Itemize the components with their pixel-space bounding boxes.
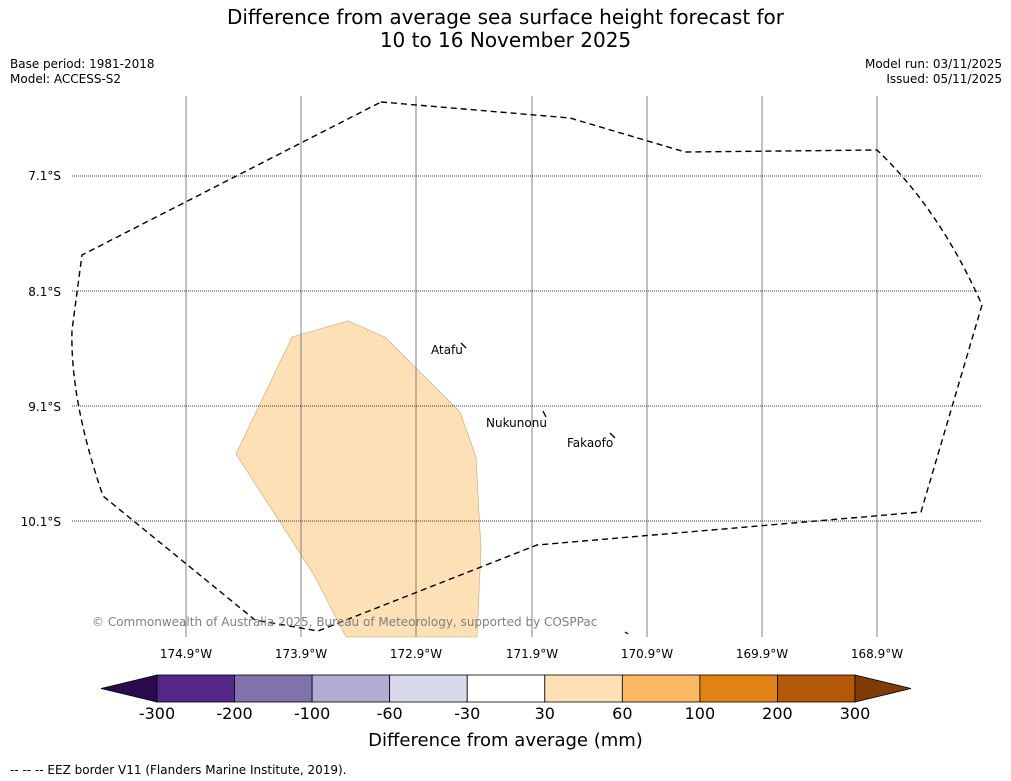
atafu-atoll-icon xyxy=(460,342,467,349)
lat-label-10-1: 10.1°S xyxy=(21,515,61,529)
small-island-icon xyxy=(624,631,629,635)
parallel-lines xyxy=(72,175,982,522)
eez-footnote: -- -- -- EEZ border V11 (Flanders Marine… xyxy=(10,763,347,777)
colorbar-tick-label: 200 xyxy=(762,704,793,723)
colorbar-tick-label: 30 xyxy=(534,704,555,723)
lon-label-170-9: 170.9°W xyxy=(621,647,673,661)
place-label-atafu: Atafu xyxy=(431,343,463,357)
colorbar-ticks: -300 -200 -100 -60 -30 30 60 100 200 300 xyxy=(0,704,1011,726)
colorbar-tick-label: -100 xyxy=(293,704,331,723)
colorbar-label: Difference from average (mm) xyxy=(368,730,643,751)
lon-label-172-9: 172.9°W xyxy=(390,647,442,661)
colorbar xyxy=(100,674,912,703)
fakaofo-atoll-icon xyxy=(609,432,616,439)
lon-label-169-9: 169.9°W xyxy=(736,647,788,661)
lat-label-7-1: 7.1°S xyxy=(28,169,61,183)
lon-label-173-9: 173.9°W xyxy=(275,647,327,661)
place-label-nukunonu: Nukunonu xyxy=(486,416,547,430)
colorbar-tick-label: 60 xyxy=(612,704,633,723)
colorbar-tick-label: 300 xyxy=(839,704,871,723)
place-label-fakaofo: Fakaofo xyxy=(567,436,613,450)
colorbar-tick-label: -300 xyxy=(138,704,176,723)
meta-left: Base period: 1981-2018 Model: ACCESS-S2 xyxy=(10,57,155,87)
nukunonu-atoll-icon xyxy=(542,410,547,418)
copyright-notice: © Commonwealth of Australia 2025, Bureau… xyxy=(92,615,597,629)
colorbar-segment xyxy=(699,674,778,703)
colorbar-extend-low xyxy=(100,674,158,703)
colorbar-segment xyxy=(234,674,313,703)
model-name: Model: ACCESS-S2 xyxy=(10,72,122,86)
colorbar-segment xyxy=(389,674,468,703)
colorbar-tick-label: 100 xyxy=(684,704,716,723)
colorbar-tick-label: -30 xyxy=(454,704,481,723)
meta-right: Model run: 03/11/2025 Issued: 05/11/2025 xyxy=(865,57,1002,87)
base-period: Base period: 1981-2018 xyxy=(10,57,155,71)
colorbar-tick-label: -60 xyxy=(376,704,403,723)
title-line-1: Difference from average sea surface heig… xyxy=(226,5,785,29)
islands xyxy=(460,342,629,635)
colorbar-segment xyxy=(621,674,701,703)
issued-date: Issued: 05/11/2025 xyxy=(886,72,1002,86)
model-run: Model run: 03/11/2025 xyxy=(864,57,1002,71)
colorbar-segment xyxy=(311,674,391,703)
colorbar-segment xyxy=(777,674,856,703)
colorbar-tick-label: -200 xyxy=(216,704,253,723)
title-line-2: 10 to 16 November 2025 xyxy=(379,28,632,52)
eez-border xyxy=(71,101,983,632)
lat-label-9-1: 9.1°S xyxy=(28,400,61,414)
meridian-lines xyxy=(185,96,878,637)
anomaly-region-30-60 xyxy=(235,320,482,638)
colorbar-segment xyxy=(466,674,546,703)
lat-label-8-1: 8.1°S xyxy=(28,285,61,299)
lon-label-171-9: 171.9°W xyxy=(506,647,558,661)
lon-label-168-9: 168.9°W xyxy=(851,647,903,661)
lon-label-174-9: 174.9°W xyxy=(160,647,212,661)
colorbar-extend-high xyxy=(854,674,912,703)
colorbar-segment xyxy=(156,674,235,703)
colorbar-segment xyxy=(544,674,623,703)
page-title: Difference from average sea surface heig… xyxy=(0,6,1011,52)
